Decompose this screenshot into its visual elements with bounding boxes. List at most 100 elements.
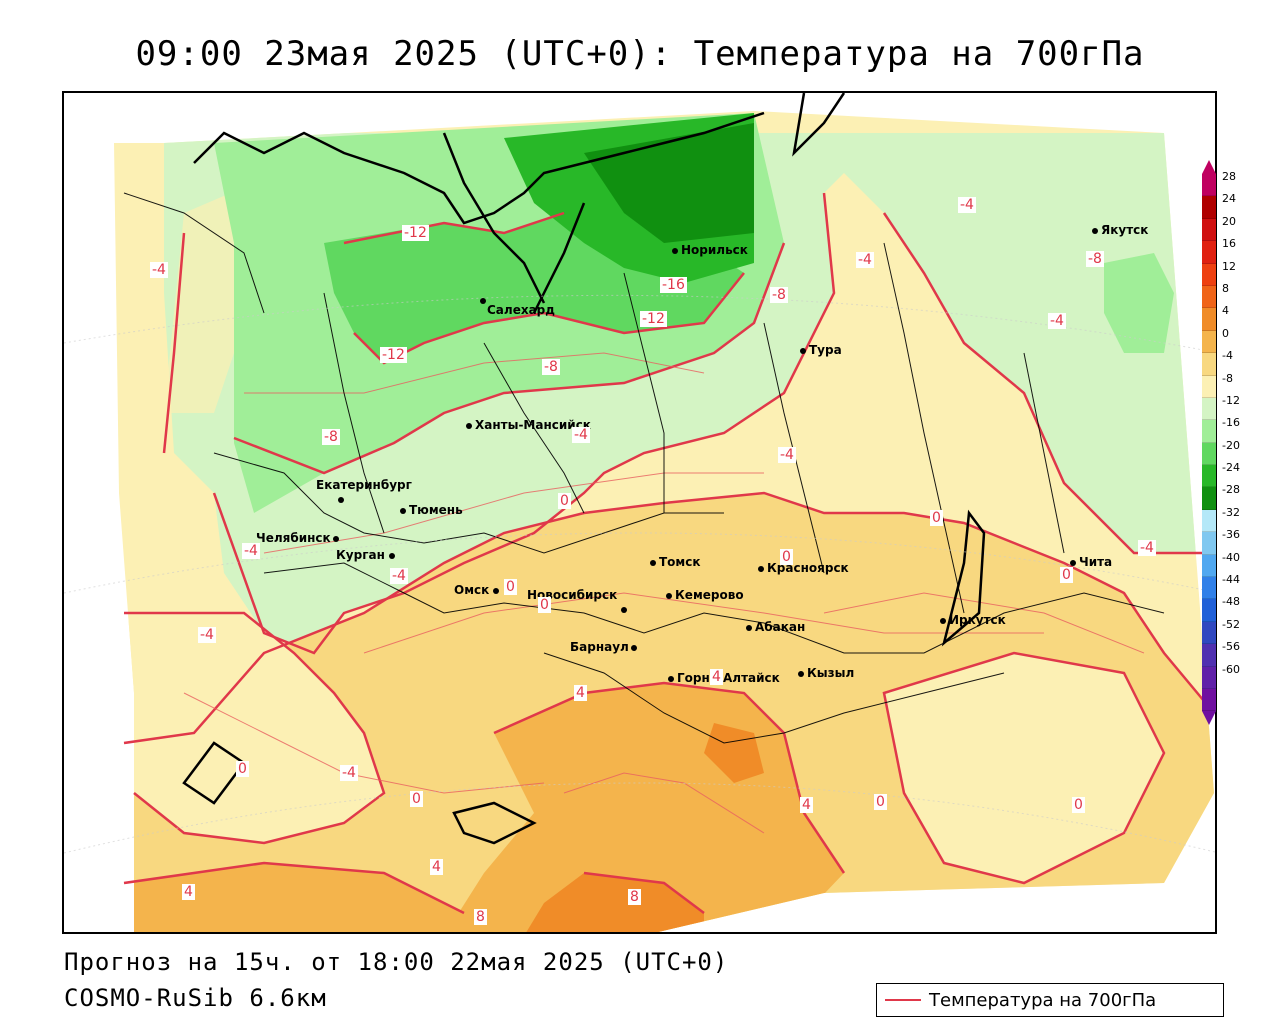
colorbar [1200,160,1218,726]
city-abakan: Абакан [746,620,805,634]
city-marker [630,644,637,651]
colorbar-tick-label: 20 [1222,214,1236,228]
isotherm-label: 4 [800,797,813,813]
city-kurgan: Курган [336,548,398,562]
city-marker [400,507,406,514]
temperature-map [64,93,1215,932]
colorbar-cell [1202,554,1216,578]
isotherm-label: 8 [628,889,641,905]
city-salekhard: Салехард [480,293,555,317]
colorbar-cell [1202,218,1216,242]
isotherm-label: -4 [778,447,796,463]
colorbar-tick-label: -4 [1222,349,1233,363]
colorbar-tick-label: 12 [1222,259,1236,273]
city-marker [388,552,395,559]
city-marker [800,347,806,354]
colorbar-cell [1202,465,1216,488]
colorbar-cell [1202,599,1216,622]
colorbar-cell [1202,375,1216,398]
isotherm-label: 8 [474,909,487,925]
colorbar-top-arrow [1202,160,1216,174]
colorbar-tick-label: 4 [1222,304,1229,318]
isotherm-label: -4 [198,627,216,643]
colorbar-cell [1202,666,1216,689]
legend-line-swatch [885,999,921,1001]
colorbar-tick-label: -16 [1222,416,1240,430]
isotherm-label: 0 [874,794,887,810]
colorbar-tick-label: -52 [1222,617,1240,631]
isotherm-label: 0 [236,761,249,777]
colorbar-cell [1202,532,1216,555]
city-marker [1070,559,1076,566]
colorbar-cell [1202,397,1216,421]
colorbar-cell [1202,196,1216,219]
colorbar-labels: 28 24 20 16 12 8 4 0 -4 -8 -12 -16 -20 -24 -28 -32 -36 -4… [1222,166,1240,681]
isotherm-label: -8 [542,359,560,375]
colorbar-bottom-arrow [1202,711,1216,726]
isotherm-label: 4 [710,669,723,685]
city-marker [940,617,946,624]
city-marker [746,624,752,631]
city-khanty-mansiysk: Ханты-Мансийск [466,418,591,432]
colorbar-cell [1202,285,1216,309]
colorbar-tick-label: -44 [1222,573,1240,587]
colorbar-tick-label: 24 [1222,192,1236,206]
city-marker [668,675,674,682]
city-marker [672,247,678,254]
isotherm-label: 0 [780,549,793,565]
isotherm-label: 4 [430,859,443,875]
city-chita: Чита [1070,555,1112,569]
isotherm-label: -8 [322,429,340,445]
colorbar-tick-label: -28 [1222,483,1240,497]
colorbar-tick-label: 16 [1222,237,1236,251]
city-krasnoyarsk: Красноярск [758,561,849,575]
isotherm-label: -8 [1086,251,1104,267]
colorbar-cell [1202,644,1216,667]
isotherm-label: 0 [1072,797,1085,813]
isotherm-label: 0 [410,791,423,807]
colorbar-cell [1202,487,1216,510]
city-kyzyl: Кызыл [798,666,854,680]
colorbar-tick-label: -20 [1222,438,1240,452]
colorbar-tick-label: -12 [1222,393,1240,407]
colorbar-cell [1202,263,1216,286]
map-title: 09:00 23мая 2025 (UTC+0): Температура на… [135,34,1145,74]
colorbar-tick-label: -36 [1222,528,1240,542]
colorbar-tick-label: -48 [1222,595,1240,609]
city-marker [1092,227,1098,234]
isotherm-label: 0 [538,597,551,613]
colorbar-tick-label: 8 [1222,281,1229,295]
isotherm-label: -4 [856,252,874,268]
colorbar-tick-label: -32 [1222,505,1240,519]
city-marker [621,606,627,613]
city-omsk: Омск [454,583,502,597]
colorbar-tick-label: -40 [1222,550,1240,564]
colorbar-tick-label: 28 [1222,170,1236,183]
city-gorno-altaysk: Горно-Алтайск [668,671,780,685]
city-tomsk: Томск [650,555,701,569]
isotherm-label: 0 [558,493,571,509]
city-marker [758,565,764,572]
isotherm-label: -4 [1048,313,1066,329]
colorbar-cell [1202,442,1216,466]
city-chelyabinsk: Челябинск [256,531,342,545]
isotherm-label: -12 [380,347,407,363]
city-marker [650,559,656,566]
isotherm-label: -4 [340,765,358,781]
colorbar-cell [1202,353,1216,376]
isotherm-label: 4 [182,884,195,900]
city-tyumen: Тюмень [400,503,463,517]
city-marker [480,297,486,304]
colorbar-cell [1202,308,1216,331]
map-panel: Норильск Салехард Тура Якутск Ханты-Манс… [62,91,1217,934]
city-marker [666,592,672,599]
city-norilsk: Норильск [672,243,748,257]
city-irkutsk: Иркутск [940,613,1006,627]
isotherm-label: -12 [640,311,667,327]
city-marker [466,422,472,429]
isotherm-label: -8 [770,287,788,303]
city-marker [493,587,500,594]
isotherm-label: -16 [660,277,687,293]
isotherm-label: 0 [504,579,517,595]
city-tura: Тура [800,343,842,357]
